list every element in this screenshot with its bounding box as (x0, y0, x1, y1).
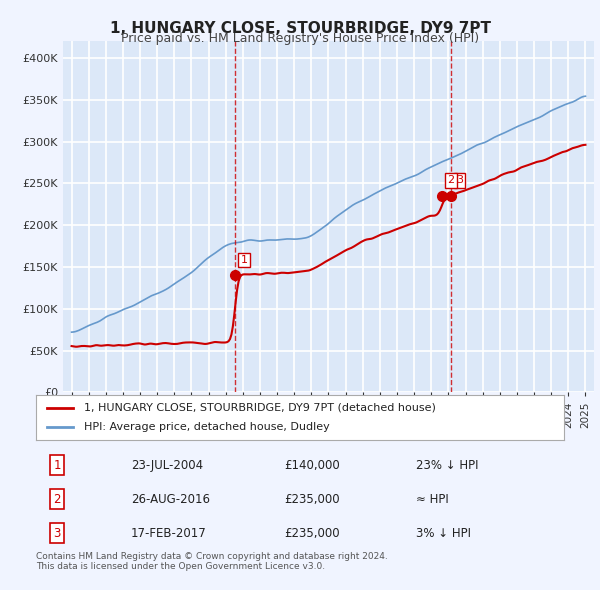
Text: 3: 3 (53, 527, 61, 540)
Text: 1, HUNGARY CLOSE, STOURBRIDGE, DY9 7PT: 1, HUNGARY CLOSE, STOURBRIDGE, DY9 7PT (110, 21, 491, 35)
Text: ≈ HPI: ≈ HPI (416, 493, 449, 506)
Text: 26-AUG-2016: 26-AUG-2016 (131, 493, 210, 506)
Text: 2: 2 (448, 175, 455, 185)
Text: 3% ↓ HPI: 3% ↓ HPI (416, 527, 471, 540)
Text: 1: 1 (241, 255, 247, 265)
Text: Contains HM Land Registry data © Crown copyright and database right 2024.
This d: Contains HM Land Registry data © Crown c… (36, 552, 388, 571)
Text: Price paid vs. HM Land Registry's House Price Index (HPI): Price paid vs. HM Land Registry's House … (121, 32, 479, 45)
Text: 17-FEB-2017: 17-FEB-2017 (131, 527, 207, 540)
Text: 23-JUL-2004: 23-JUL-2004 (131, 458, 203, 472)
Text: 3: 3 (456, 175, 463, 185)
Text: £235,000: £235,000 (284, 493, 340, 506)
Text: 23% ↓ HPI: 23% ↓ HPI (416, 458, 479, 472)
Text: £140,000: £140,000 (284, 458, 340, 472)
Text: 1, HUNGARY CLOSE, STOURBRIDGE, DY9 7PT (detached house): 1, HUNGARY CLOSE, STOURBRIDGE, DY9 7PT (… (83, 403, 436, 412)
Text: 2: 2 (53, 493, 61, 506)
Text: HPI: Average price, detached house, Dudley: HPI: Average price, detached house, Dudl… (83, 422, 329, 432)
Text: £235,000: £235,000 (284, 527, 340, 540)
Text: 1: 1 (53, 458, 61, 472)
